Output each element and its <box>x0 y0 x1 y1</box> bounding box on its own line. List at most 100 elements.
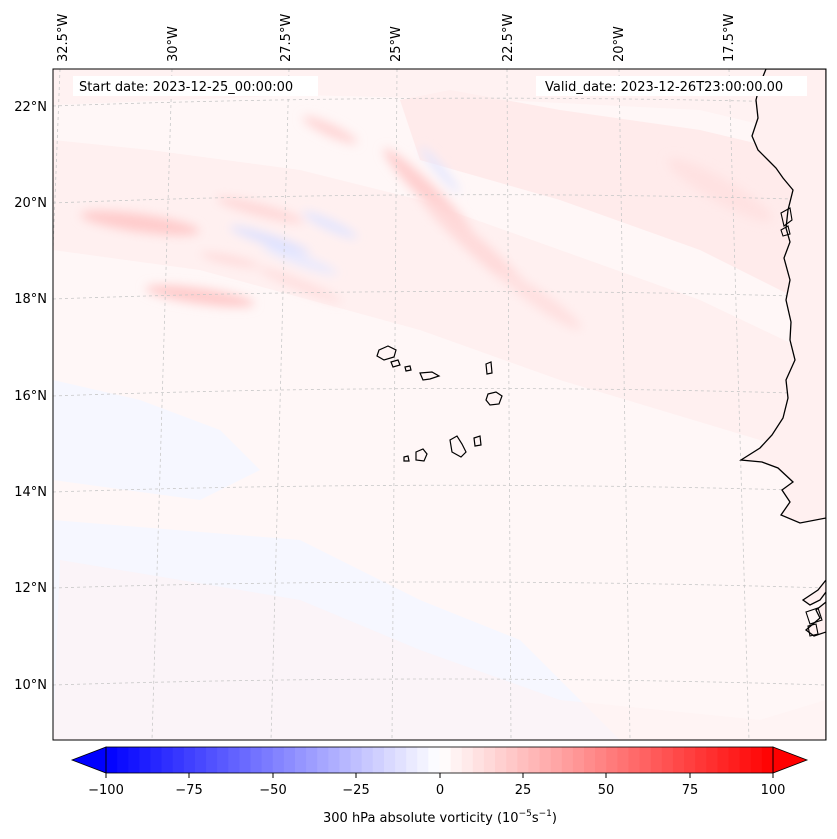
colorbar-cell <box>539 747 552 773</box>
colorbar: −100 −75 −50 −25 0 25 50 75 100 300 hPa … <box>70 746 809 826</box>
lat-label: 18°N <box>14 292 47 307</box>
map-panel: Start date: 2023-12-25_00:00:00 Valid_da… <box>52 68 827 741</box>
sao-nicolau-island <box>419 371 441 381</box>
santo-antao-island <box>376 345 397 361</box>
colorbar-cell <box>306 747 318 773</box>
colorbar-cell <box>639 747 652 773</box>
colorbar-cell <box>106 747 118 773</box>
vorticity-min-streak <box>230 226 310 254</box>
santiago-island <box>449 435 467 458</box>
gridlines <box>53 69 826 740</box>
vorticity-max-streak <box>498 270 582 330</box>
colorbar-cell <box>684 747 696 773</box>
boa-vista-island <box>485 391 503 406</box>
lon-label: 25°W <box>389 26 404 62</box>
colorbar-cell <box>417 747 429 773</box>
lat-label: 14°N <box>14 485 47 500</box>
lat-label: 10°N <box>14 678 47 693</box>
colorbar-cell <box>584 747 596 773</box>
vorticity-field <box>53 69 826 740</box>
colorbar-cell <box>372 747 385 773</box>
colorbar-cell <box>595 747 607 773</box>
vorticity-max-streak <box>145 284 255 308</box>
colorbar-cell <box>361 747 374 773</box>
colorbar-cell <box>628 747 641 773</box>
colorbar-cell <box>561 747 574 773</box>
colorbar-cell <box>572 747 585 773</box>
colorbar-cell <box>606 747 618 773</box>
colorbar-cell <box>339 747 352 773</box>
colorbar-cell <box>194 747 207 773</box>
colorbar-cell <box>150 747 163 773</box>
colorbar-cell <box>250 747 263 773</box>
vorticity-max-streak <box>302 116 358 144</box>
colorbar-tick-label: 50 <box>598 783 615 798</box>
colorbar-cell <box>317 747 329 773</box>
colorbar-tick-label: −75 <box>175 783 202 798</box>
colorbar-cell <box>717 747 730 773</box>
colorbar-title: 300 hPa absolute vorticity (10−5s−1) <box>323 809 557 826</box>
vorticity-max-streak <box>258 267 342 303</box>
colorbar-cell <box>472 747 485 773</box>
colorbar-tick-label: −50 <box>259 783 286 798</box>
colorbar-cell <box>383 747 396 773</box>
colorbar-cell <box>139 747 152 773</box>
colorbar-cell <box>672 747 685 773</box>
colorbar-cell <box>294 747 307 773</box>
lon-label: 27.5°W <box>279 14 294 62</box>
colorbar-cell <box>439 747 452 773</box>
colorbar-cells <box>106 747 774 773</box>
colorbar-extend-min <box>70 746 107 774</box>
lon-label: 22.5°W <box>501 14 516 62</box>
valid-date-box <box>536 76 807 96</box>
map-frame <box>52 68 827 741</box>
colorbar-tick-label: −25 <box>342 783 369 798</box>
vorticity-max-streak <box>200 252 260 268</box>
coastal-inlet <box>780 207 793 227</box>
coastal-inlet <box>780 225 791 237</box>
colorbar-tick-labels: −100 −75 −50 −25 0 25 50 75 100 <box>88 783 785 798</box>
colorbar-cell <box>706 747 719 773</box>
vorticity-max-streak <box>80 210 200 236</box>
colorbar-cell <box>395 747 407 773</box>
sao-vicente-island <box>390 359 401 368</box>
lon-label: 30°W <box>166 26 181 62</box>
colorbar-cell <box>161 747 174 773</box>
cape-verde-islands <box>376 345 503 462</box>
colorbar-cell <box>528 747 541 773</box>
colorbar-cell <box>272 747 285 773</box>
lat-label: 20°N <box>14 196 47 211</box>
vorticity-max-streak <box>667 158 773 222</box>
colorbar-cell <box>283 747 296 773</box>
colorbar-cell <box>239 747 252 773</box>
lat-label: 16°N <box>14 389 47 404</box>
colorbar-cell <box>695 747 707 773</box>
colorbar-cell <box>495 747 507 773</box>
colorbar-cell <box>350 747 363 773</box>
start-date-label: Start date: 2023-12-25_00:00:00 <box>79 80 293 95</box>
colorbar-cell <box>261 747 274 773</box>
lat-label: 22°N <box>14 100 47 115</box>
colorbar-ticks <box>105 773 774 778</box>
colorbar-cell <box>761 747 774 773</box>
vorticity-min-streak <box>262 245 338 275</box>
maio-island <box>473 435 482 447</box>
lon-label: 20°W <box>612 26 627 62</box>
africa-coastline <box>739 69 826 740</box>
colorbar-cell <box>650 747 663 773</box>
colorbar-cell <box>506 747 518 773</box>
colorbar-cell <box>183 747 196 773</box>
colorbar-cell <box>750 747 763 773</box>
colorbar-cell <box>739 747 752 773</box>
colorbar-cell <box>450 747 463 773</box>
colorbar-cell <box>117 747 129 773</box>
vorticity-high-band <box>53 140 826 460</box>
latitude-labels: 22°N 20°N 18°N 16°N 14°N 12°N 10°N <box>14 100 47 693</box>
colorbar-tick-label: 100 <box>761 783 786 798</box>
vorticity-low-area <box>53 380 260 500</box>
start-date-box <box>73 76 318 96</box>
bissagos-islands <box>807 623 819 637</box>
lon-label: 17.5°W <box>722 14 737 62</box>
vorticity-min-streak <box>420 146 460 194</box>
